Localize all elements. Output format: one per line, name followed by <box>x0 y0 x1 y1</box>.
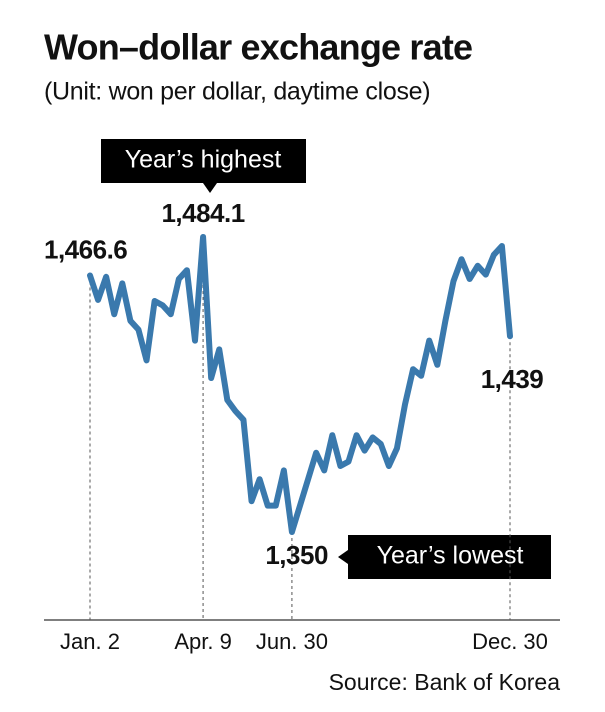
chart-subtitle: (Unit: won per dollar, daytime close) <box>44 78 430 106</box>
line <box>87 233 513 535</box>
source: Source: Bank of Korea <box>329 669 561 695</box>
value-label: 1,466.6 <box>44 234 127 264</box>
x-tick-label: Apr. 9 <box>174 629 231 654</box>
callout-highest: Year’s highest <box>101 139 306 193</box>
callout-pointer <box>338 550 348 564</box>
x-tick-label: Jan. 2 <box>60 629 120 654</box>
chart-title: Won–dollar exchange rate <box>44 27 472 68</box>
callout-box <box>101 139 306 183</box>
annotation: Year’s highest <box>125 146 282 174</box>
value-label: 1,484.1 <box>161 198 244 228</box>
callout-box <box>348 535 551 579</box>
value-label: 1,439 <box>481 364 544 394</box>
x-tick-label: Dec. 30 <box>472 629 548 654</box>
x-tick-label: Jun. 30 <box>256 629 328 654</box>
annotation: Year’s lowest <box>377 542 524 570</box>
callout-lowest: Year’s lowest <box>338 535 551 579</box>
callout-pointer <box>203 183 217 193</box>
value-label: 1,350 <box>265 540 328 570</box>
